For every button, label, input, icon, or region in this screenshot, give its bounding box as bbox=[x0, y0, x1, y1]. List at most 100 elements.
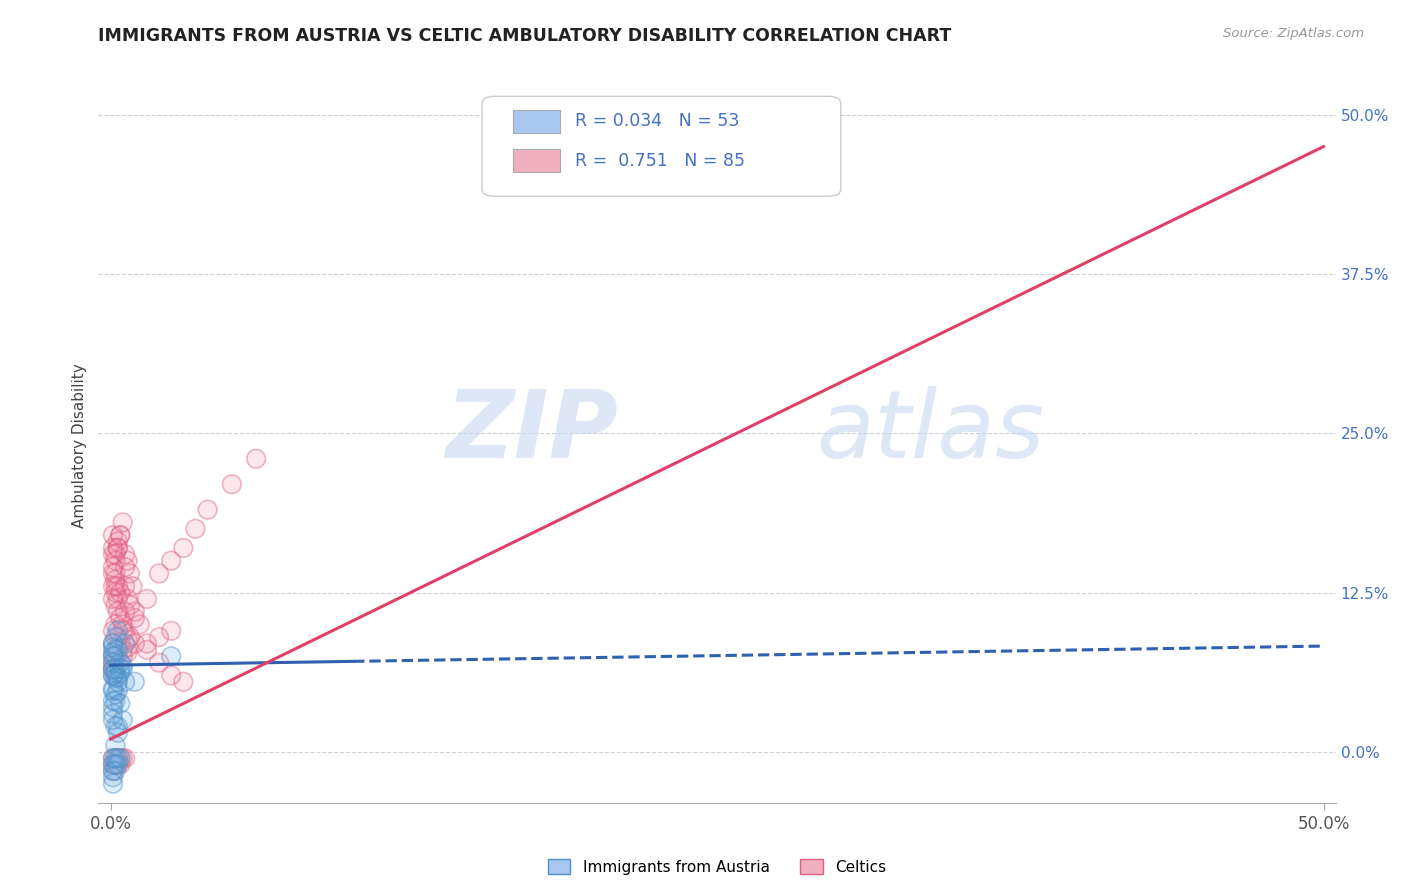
Point bbox=[104, 719, 127, 733]
Point bbox=[101, 649, 124, 664]
Point bbox=[107, 757, 129, 772]
Point bbox=[107, 534, 129, 549]
Point bbox=[107, 643, 129, 657]
Point bbox=[101, 706, 124, 721]
Point bbox=[107, 541, 129, 555]
Point bbox=[148, 630, 170, 644]
Point bbox=[160, 554, 183, 568]
Point bbox=[110, 751, 132, 765]
Point bbox=[101, 541, 124, 555]
Point bbox=[101, 591, 124, 606]
Point bbox=[124, 636, 146, 650]
Point bbox=[111, 658, 134, 673]
Point bbox=[104, 585, 127, 599]
Point bbox=[101, 636, 124, 650]
Point bbox=[136, 591, 159, 606]
Point bbox=[101, 700, 124, 714]
Point bbox=[107, 751, 129, 765]
Point bbox=[101, 547, 124, 561]
Point bbox=[101, 757, 124, 772]
Point bbox=[118, 566, 141, 581]
Point bbox=[114, 547, 136, 561]
Point bbox=[148, 630, 170, 644]
Point bbox=[104, 662, 127, 676]
Point bbox=[101, 713, 124, 727]
Point bbox=[172, 541, 194, 555]
Point bbox=[101, 541, 124, 555]
Point bbox=[111, 643, 134, 657]
Point bbox=[184, 522, 207, 536]
Point bbox=[101, 683, 124, 698]
Point bbox=[124, 605, 146, 619]
Point bbox=[107, 671, 129, 685]
Point bbox=[107, 630, 129, 644]
Point bbox=[101, 662, 124, 676]
Point bbox=[101, 681, 124, 695]
Point bbox=[104, 599, 127, 613]
Point bbox=[101, 751, 124, 765]
Point bbox=[104, 585, 127, 599]
Point bbox=[104, 573, 127, 587]
Point bbox=[110, 528, 132, 542]
Point bbox=[101, 700, 124, 714]
Point bbox=[110, 656, 132, 670]
Point bbox=[101, 640, 124, 655]
Point bbox=[101, 706, 124, 721]
Point bbox=[107, 751, 129, 765]
Point bbox=[111, 624, 134, 638]
Point bbox=[110, 611, 132, 625]
Point bbox=[104, 757, 127, 772]
Point bbox=[136, 636, 159, 650]
Point bbox=[110, 636, 132, 650]
Point bbox=[114, 624, 136, 638]
Point bbox=[101, 547, 124, 561]
Point bbox=[124, 611, 146, 625]
Point bbox=[124, 636, 146, 650]
Point bbox=[110, 585, 132, 599]
Point bbox=[111, 516, 134, 530]
Point bbox=[114, 579, 136, 593]
Point bbox=[107, 757, 129, 772]
Point bbox=[117, 645, 139, 659]
Point bbox=[117, 632, 139, 647]
Point bbox=[136, 636, 159, 650]
Point bbox=[101, 528, 124, 542]
Point bbox=[101, 656, 124, 670]
Point bbox=[101, 757, 124, 772]
Point bbox=[136, 643, 159, 657]
Point bbox=[104, 547, 127, 561]
Point bbox=[104, 751, 127, 765]
Point bbox=[110, 662, 132, 676]
Point bbox=[111, 649, 134, 664]
Point bbox=[104, 630, 127, 644]
Point bbox=[117, 640, 139, 655]
Point bbox=[148, 566, 170, 581]
Point bbox=[101, 579, 124, 593]
Point bbox=[101, 636, 124, 650]
Point bbox=[118, 630, 141, 644]
Point bbox=[101, 668, 124, 682]
Point bbox=[107, 643, 129, 657]
Text: IMMIGRANTS FROM AUSTRIA VS CELTIC AMBULATORY DISABILITY CORRELATION CHART: IMMIGRANTS FROM AUSTRIA VS CELTIC AMBULA… bbox=[98, 27, 952, 45]
Point bbox=[104, 579, 127, 593]
Point bbox=[107, 579, 129, 593]
Point bbox=[104, 599, 127, 613]
Point bbox=[104, 566, 127, 581]
FancyBboxPatch shape bbox=[513, 110, 560, 133]
Point bbox=[101, 770, 124, 784]
Point bbox=[104, 757, 127, 772]
Point bbox=[111, 643, 134, 657]
FancyBboxPatch shape bbox=[482, 96, 841, 196]
Point bbox=[117, 591, 139, 606]
Point bbox=[111, 617, 134, 632]
Point bbox=[101, 579, 124, 593]
Point bbox=[148, 656, 170, 670]
Point bbox=[114, 624, 136, 638]
Point bbox=[111, 662, 134, 676]
Point bbox=[101, 656, 124, 670]
Point bbox=[101, 662, 124, 676]
Point bbox=[107, 649, 129, 664]
Point bbox=[110, 585, 132, 599]
Point bbox=[101, 751, 124, 765]
Point bbox=[104, 671, 127, 685]
